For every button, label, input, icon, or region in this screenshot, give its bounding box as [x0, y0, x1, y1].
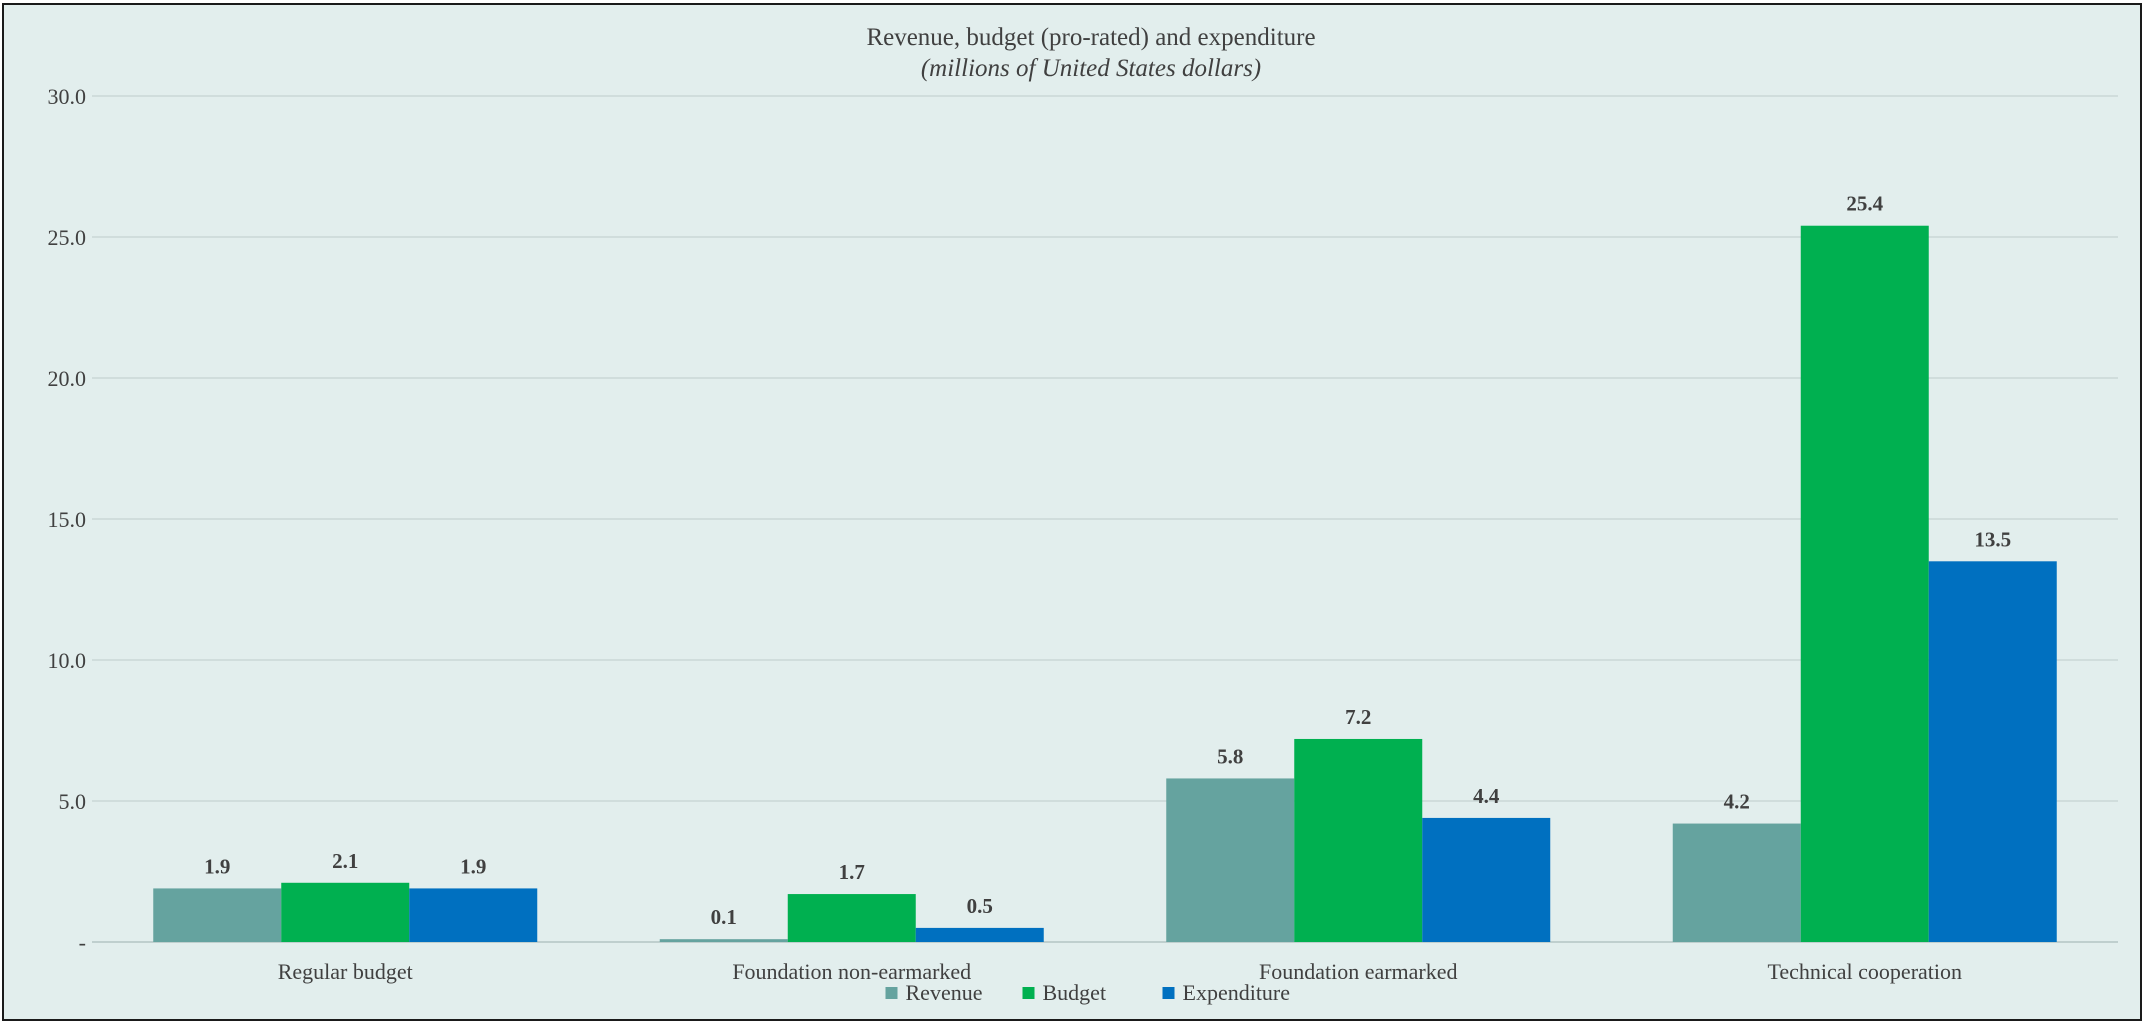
- data-label: 7.2: [1345, 705, 1371, 729]
- chart-title: Revenue, budget (pro-rated) and expendit…: [866, 24, 1315, 51]
- data-label: 1.7: [839, 860, 865, 884]
- bar-budget: [1800, 225, 1929, 943]
- bar-chart: Revenue, budget (pro-rated) and expendit…: [48, 24, 2118, 1005]
- data-label: 13.5: [1974, 527, 2011, 551]
- y-tick-label: 15.0: [48, 507, 87, 532]
- data-label: 5.8: [1217, 744, 1243, 768]
- bar-revenue: [1166, 778, 1295, 942]
- legend-swatch-expenditure: [1162, 987, 1175, 999]
- x-tick-label: Technical cooperation: [1767, 959, 1962, 984]
- bars: [153, 225, 2057, 943]
- data-label: 25.4: [1846, 192, 1883, 216]
- y-tick-label: 20.0: [48, 366, 87, 391]
- x-tick-label: Foundation non-earmarked: [732, 959, 971, 984]
- x-axis-categories: Regular budget Foundation non-earmarked Fo…: [278, 959, 1962, 984]
- bar-budget: [281, 882, 410, 942]
- legend-swatch-budget: [1022, 987, 1035, 999]
- data-label: 1.9: [460, 854, 486, 878]
- data-label: 2.1: [332, 849, 358, 873]
- y-tick-label: -: [79, 930, 86, 955]
- bar-budget: [1294, 738, 1423, 942]
- bar-revenue: [1672, 823, 1801, 942]
- y-tick-label: 30.0: [48, 84, 87, 109]
- bar-expenditure: [1928, 561, 2057, 942]
- y-tick-label: 5.0: [59, 789, 87, 814]
- bar-budget: [787, 894, 916, 942]
- x-tick-label: Regular budget: [278, 959, 413, 984]
- legend-label: Revenue: [906, 980, 983, 1005]
- y-tick-label: 10.0: [48, 648, 87, 673]
- value-labels: 1.9 2.1 1.9 0.1 1.7 0.5 5.8 7.2 4.4 4.2 25.4 13.5: [204, 192, 2011, 929]
- bar-revenue: [153, 888, 282, 942]
- x-tick-label: Foundation earmarked: [1259, 959, 1458, 984]
- y-axis-ticks: - 5.0 10.0 15.0 20.0 25.0 30.0: [48, 84, 87, 955]
- y-tick-label: 25.0: [48, 225, 87, 250]
- data-label: 4.2: [1724, 790, 1750, 814]
- bar-expenditure: [915, 927, 1044, 942]
- bar-expenditure: [1422, 817, 1551, 942]
- data-label: 0.1: [711, 905, 737, 929]
- bar-revenue: [659, 939, 788, 942]
- legend-label: Expenditure: [1183, 980, 1291, 1005]
- chart-subtitle: (millions of United States dollars): [921, 55, 1261, 82]
- data-label: 1.9: [204, 854, 230, 878]
- data-label: 4.4: [1473, 784, 1500, 808]
- chart-frame: Revenue, budget (pro-rated) and expendit…: [2, 3, 2142, 1021]
- data-label: 0.5: [967, 894, 993, 918]
- legend-swatch-revenue: [885, 987, 898, 999]
- legend-label: Budget: [1043, 980, 1107, 1005]
- legend: Revenue Budget Expenditure: [885, 980, 1291, 1005]
- bar-expenditure: [409, 888, 538, 942]
